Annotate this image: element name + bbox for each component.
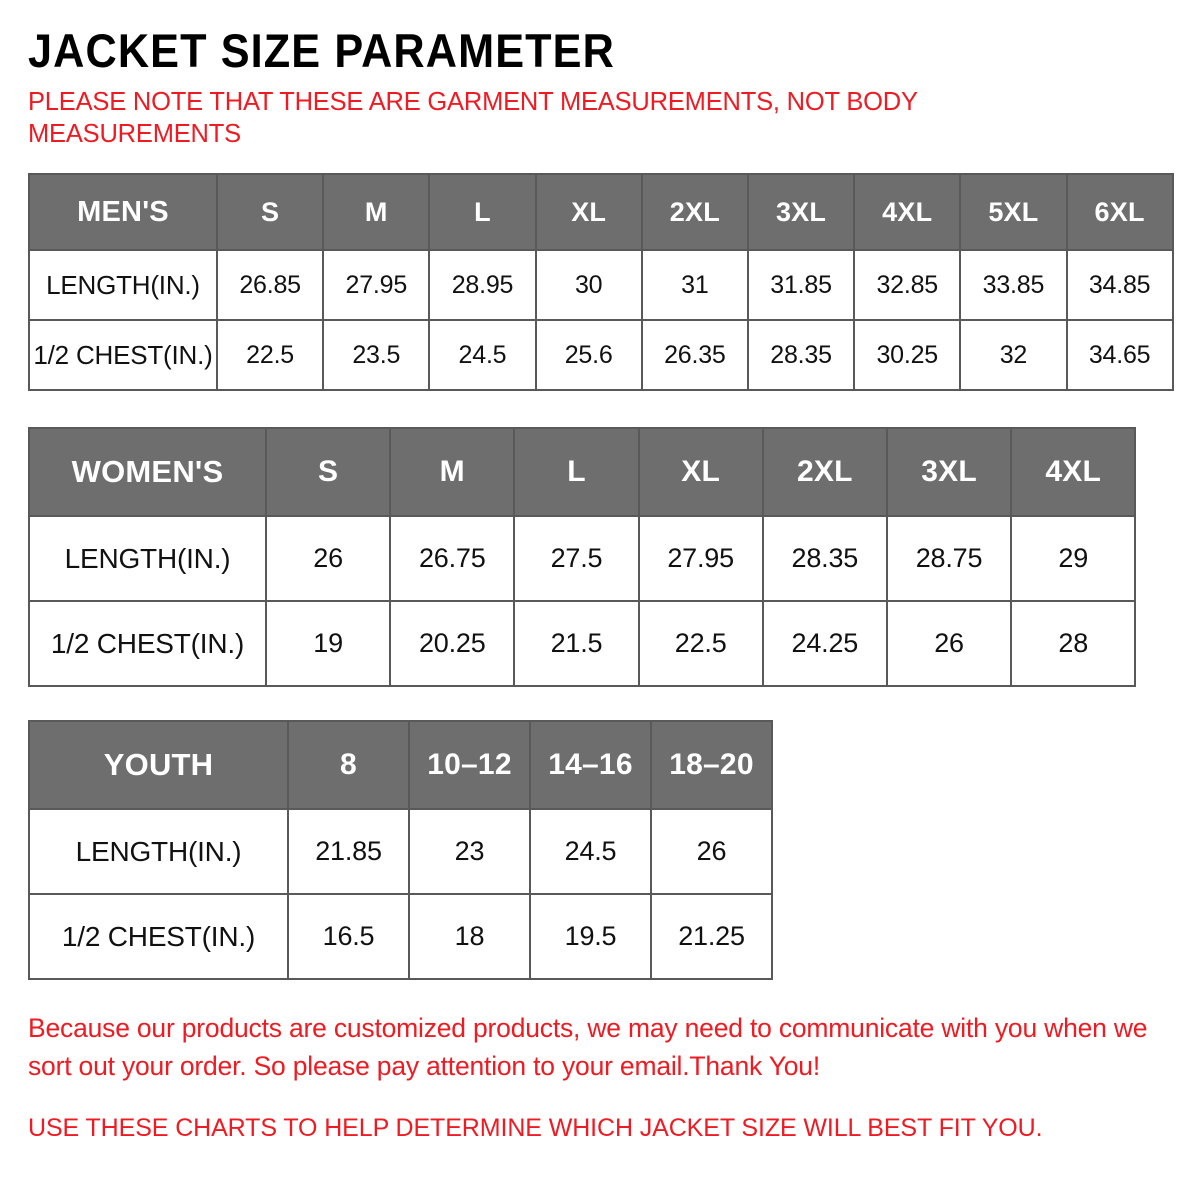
- womens-length-s: 26: [264, 515, 392, 603]
- womens-length-xl: 27.95: [637, 515, 764, 603]
- womens-chest-m: 20.25: [389, 600, 516, 688]
- womens-col-3xl: 3XL: [885, 427, 1013, 518]
- youth-length-label: LENGTH(IN.): [28, 808, 289, 896]
- table-row: LENGTH(IN.) 26 26.75 27.5 27.95 28.35 28…: [28, 515, 1137, 603]
- youth-length-18-20: 26: [650, 808, 773, 896]
- mens-col-5xl: 5XL: [959, 173, 1068, 252]
- womens-chest-l: 21.5: [513, 600, 640, 688]
- mens-col-s: S: [215, 173, 325, 252]
- womens-col-l: L: [513, 427, 640, 518]
- table-row: 1/2 CHEST(IN.) 22.5 23.5 24.5 25.6 26.35…: [28, 319, 1174, 392]
- womens-chest-label: 1/2 CHEST(IN.): [28, 600, 267, 688]
- mens-chest-label: 1/2 CHEST(IN.): [28, 319, 218, 392]
- womens-col-s: S: [264, 427, 392, 518]
- youth-length-8: 21.85: [287, 808, 410, 896]
- mens-chest-s: 22.5: [215, 319, 325, 392]
- womens-category-label: WOMEN'S: [28, 427, 267, 518]
- footer-notes: Because our products are customized prod…: [28, 1010, 1172, 1147]
- mens-length-4xl: 32.85: [853, 249, 962, 322]
- womens-col-4xl: 4XL: [1010, 427, 1137, 518]
- mens-length-m: 27.95: [322, 249, 431, 322]
- womens-table-head: WOMEN'S S M L XL 2XL 3XL 4XL: [28, 427, 1137, 518]
- youth-chest-18-20: 21.25: [650, 893, 773, 981]
- mens-chest-6xl: 34.65: [1065, 319, 1174, 392]
- mens-length-xl: 30: [534, 249, 643, 322]
- womens-chest-2xl: 24.25: [761, 600, 888, 688]
- mens-table-head: MEN'S S M L XL 2XL 3XL 4XL 5XL 6XL: [28, 173, 1174, 252]
- youth-length-10-12: 23: [408, 808, 531, 896]
- mens-chest-l: 24.5: [428, 319, 537, 392]
- youth-size-table: YOUTH 8 10–12 14–16 18–20 LENGTH(IN.) 21…: [28, 720, 773, 981]
- womens-chest-3xl: 26: [885, 600, 1013, 688]
- mens-col-3xl: 3XL: [746, 173, 856, 252]
- customization-note: Because our products are customized prod…: [28, 1013, 1148, 1081]
- usage-note: USE THESE CHARTS TO HELP DETERMINE WHICH…: [28, 1114, 1043, 1143]
- womens-length-3xl: 28.75: [885, 515, 1013, 603]
- table-row: 1/2 CHEST(IN.) 16.5 18 19.5 21.25: [28, 893, 773, 981]
- table-row: LENGTH(IN.) 26.85 27.95 28.95 30 31 31.8…: [28, 249, 1174, 322]
- womens-chest-4xl: 28: [1010, 600, 1137, 688]
- womens-length-m: 26.75: [389, 515, 516, 603]
- page-title: JACKET SIZE PARAMETER: [28, 24, 615, 77]
- womens-table-body: LENGTH(IN.) 26 26.75 27.5 27.95 28.35 28…: [28, 515, 1137, 688]
- womens-chest-s: 19: [264, 600, 392, 688]
- youth-chest-10-12: 18: [408, 893, 531, 981]
- womens-col-xl: XL: [637, 427, 764, 518]
- mens-col-l: L: [428, 173, 537, 252]
- youth-chest-14-16: 19.5: [529, 893, 652, 981]
- mens-length-3xl: 31.85: [746, 249, 856, 322]
- womens-col-2xl: 2XL: [761, 427, 888, 518]
- mens-length-6xl: 34.85: [1065, 249, 1174, 322]
- mens-length-s: 26.85: [215, 249, 325, 322]
- womens-col-m: M: [389, 427, 516, 518]
- mens-size-table: MEN'S S M L XL 2XL 3XL 4XL 5XL 6XL LENGT…: [28, 173, 1174, 392]
- mens-length-l: 28.95: [428, 249, 537, 322]
- youth-category-label: YOUTH: [28, 720, 289, 811]
- mens-table-body: LENGTH(IN.) 26.85 27.95 28.95 30 31 31.8…: [28, 249, 1174, 392]
- womens-length-4xl: 29: [1010, 515, 1137, 603]
- mens-col-2xl: 2XL: [640, 173, 749, 252]
- mens-chest-5xl: 32: [959, 319, 1068, 392]
- mens-col-xl: XL: [534, 173, 643, 252]
- mens-col-m: M: [322, 173, 431, 252]
- youth-table-body: LENGTH(IN.) 21.85 23 24.5 26 1/2 CHEST(I…: [28, 808, 773, 981]
- youth-col-18-20: 18–20: [650, 720, 773, 811]
- youth-length-14-16: 24.5: [529, 808, 652, 896]
- womens-chest-xl: 22.5: [637, 600, 764, 688]
- youth-chest-8: 16.5: [287, 893, 410, 981]
- table-row: 1/2 CHEST(IN.) 19 20.25 21.5 22.5 24.25 …: [28, 600, 1137, 688]
- table-header-row: MEN'S S M L XL 2XL 3XL 4XL 5XL 6XL: [28, 173, 1174, 252]
- youth-col-10-12: 10–12: [408, 720, 531, 811]
- mens-category-label: MEN'S: [28, 173, 218, 252]
- mens-chest-m: 23.5: [322, 319, 431, 392]
- table-row: LENGTH(IN.) 21.85 23 24.5 26: [28, 808, 773, 896]
- mens-length-label: LENGTH(IN.): [28, 249, 218, 322]
- mens-length-2xl: 31: [640, 249, 749, 322]
- womens-length-2xl: 28.35: [761, 515, 888, 603]
- mens-chest-3xl: 28.35: [746, 319, 856, 392]
- measurement-disclaimer: PLEASE NOTE THAT THESE ARE GARMENT MEASU…: [28, 87, 918, 149]
- womens-length-l: 27.5: [513, 515, 640, 603]
- mens-chest-2xl: 26.35: [640, 319, 749, 392]
- mens-col-4xl: 4XL: [853, 173, 962, 252]
- table-header-row: YOUTH 8 10–12 14–16 18–20: [28, 720, 773, 811]
- youth-col-8: 8: [287, 720, 410, 811]
- youth-table-head: YOUTH 8 10–12 14–16 18–20: [28, 720, 773, 811]
- table-header-row: WOMEN'S S M L XL 2XL 3XL 4XL: [28, 427, 1137, 518]
- mens-chest-xl: 25.6: [534, 319, 643, 392]
- mens-chest-4xl: 30.25: [853, 319, 962, 392]
- mens-length-5xl: 33.85: [959, 249, 1068, 322]
- womens-length-label: LENGTH(IN.): [28, 515, 267, 603]
- mens-col-6xl: 6XL: [1065, 173, 1174, 252]
- womens-size-table: WOMEN'S S M L XL 2XL 3XL 4XL LENGTH(IN.)…: [28, 427, 1137, 688]
- youth-col-14-16: 14–16: [529, 720, 652, 811]
- youth-chest-label: 1/2 CHEST(IN.): [28, 893, 289, 981]
